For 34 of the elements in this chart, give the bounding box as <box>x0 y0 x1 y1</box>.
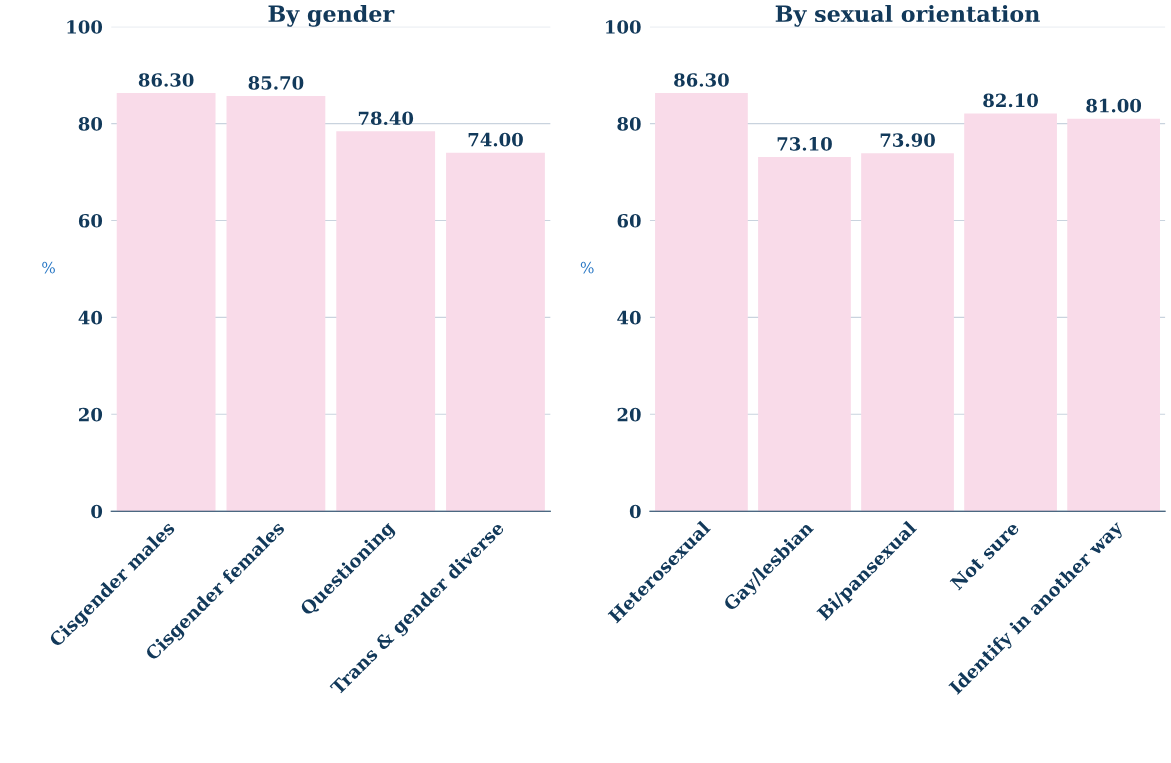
data-label: 81.00 <box>1086 98 1142 113</box>
data-label: 74.00 <box>468 132 523 147</box>
y-tick-label: 0 <box>629 504 641 519</box>
y-tick-label: 100 <box>67 20 103 34</box>
y-axis-title: % <box>580 261 594 274</box>
data-label: 82.10 <box>983 93 1038 108</box>
data-label: 85.70 <box>248 76 304 90</box>
y-tick-label: 0 <box>91 504 103 519</box>
data-label: 73.90 <box>880 133 935 147</box>
bar <box>226 95 326 512</box>
y-tick-label: 100 <box>606 20 641 34</box>
y-tick-label: 60 <box>78 213 103 228</box>
y-tick-label: 80 <box>617 117 641 131</box>
data-label: 73.10 <box>777 137 832 151</box>
data-label: 86.30 <box>674 73 729 87</box>
bar <box>758 157 851 512</box>
y-tick-label: 20 <box>617 407 641 422</box>
data-label: 86.30 <box>138 73 194 87</box>
bar <box>336 131 436 512</box>
y-axis-title: % <box>42 261 55 274</box>
bar <box>964 113 1057 512</box>
bar <box>655 93 748 512</box>
y-tick-label: 20 <box>78 407 103 422</box>
chart-title: By sexual orientation <box>775 4 1040 27</box>
bar <box>861 153 954 512</box>
bar <box>446 152 545 512</box>
chart-title: By gender <box>268 4 395 27</box>
y-tick-label: 60 <box>617 213 641 228</box>
y-tick-label: 40 <box>617 310 641 325</box>
bar <box>116 93 216 512</box>
y-tick-label: 80 <box>78 117 103 131</box>
y-tick-label: 40 <box>78 310 103 325</box>
bar <box>1067 118 1160 512</box>
data-label: 78.40 <box>358 111 414 126</box>
